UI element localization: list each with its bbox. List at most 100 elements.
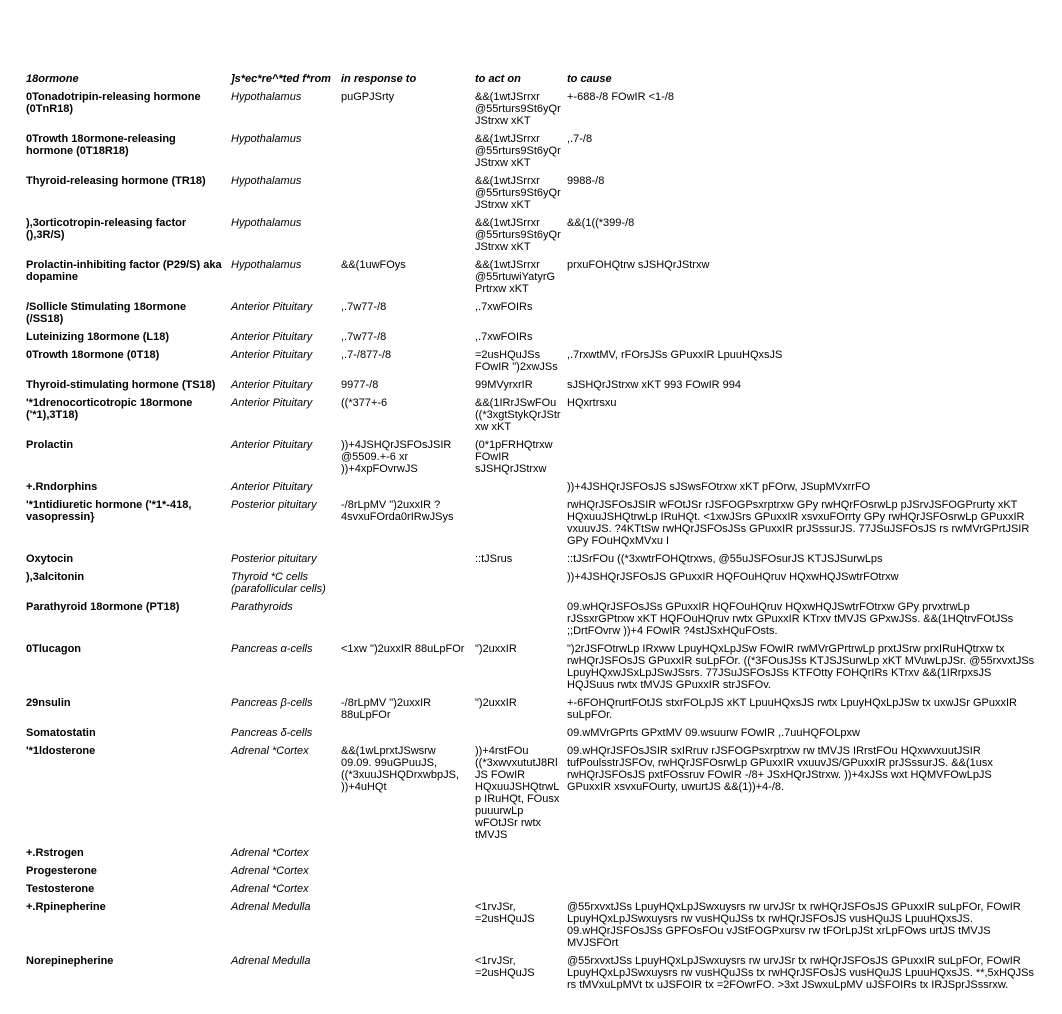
act-on-cell: <1rvJSr, =2usHQuJS (475, 952, 567, 994)
hormone-cell: Thyroid-stimulating hormone (TS18) (26, 376, 231, 394)
cause-cell (567, 880, 1042, 898)
hormone-cell: ),3alcitonin (26, 568, 231, 598)
act-on-cell: 99MVyrxrIR (475, 376, 567, 394)
secreted-cell: Hypothalamus (231, 88, 341, 130)
hormone-cell: ),3orticotropin-releasing factor (),3R/S… (26, 214, 231, 256)
secreted-cell: Adrenal *Cortex (231, 844, 341, 862)
header-secreted: ]s*ec*re^*ted f*rom (231, 70, 341, 88)
hormone-cell: 0Tlucagon (26, 640, 231, 694)
cause-cell: 09.wMVrGPrts GPxtMV 09.wsuurw FOwIR ,.7u… (567, 724, 1042, 742)
table-row: 29nsulinPancreas β-cells-/8rLpMV ")2uxxI… (26, 694, 1042, 724)
response-cell (341, 478, 475, 496)
response-cell (341, 214, 475, 256)
cause-cell (567, 844, 1042, 862)
secreted-cell: Parathyroids (231, 598, 341, 640)
hormone-cell: Progesterone (26, 862, 231, 880)
response-cell (341, 862, 475, 880)
header-cause: to cause (567, 70, 1042, 88)
header-hormone: 18ormone (26, 70, 231, 88)
table-row: Thyroid-releasing hormone (TR18)Hypothal… (26, 172, 1042, 214)
cause-cell (567, 298, 1042, 328)
secreted-cell: Hypothalamus (231, 256, 341, 298)
table-row: 0Tonadotripin-releasing hormone (0TnR18)… (26, 88, 1042, 130)
table-row: 0TlucagonPancreas α-cells<1xw ")2uxxIR 8… (26, 640, 1042, 694)
hormone-cell: /Sollicle Stimulating 18ormone (/SS18) (26, 298, 231, 328)
hormone-cell: '*1drenocorticotropic 18ormone ('*1),3T1… (26, 394, 231, 436)
response-cell: ,.7-/877-/8 (341, 346, 475, 376)
cause-cell: 9988-/8 (567, 172, 1042, 214)
act-on-cell: ,.7xwFOIRs (475, 328, 567, 346)
table-row: Parathyroid 18ormone (PT18)Parathyroids0… (26, 598, 1042, 640)
act-on-cell (475, 598, 567, 640)
secreted-cell: Posterior pituitary (231, 550, 341, 568)
response-cell: ,.7w77-/8 (341, 298, 475, 328)
response-cell (341, 880, 475, 898)
act-on-cell (475, 862, 567, 880)
secreted-cell: Anterior Pituitary (231, 478, 341, 496)
response-cell (341, 172, 475, 214)
secreted-cell: Adrenal Medulla (231, 898, 341, 952)
cause-cell: ))+4JSHQrJSFOsJS sJSwsFOtrxw xKT pFOrw, … (567, 478, 1042, 496)
cause-cell: &&(1((*399-/8 (567, 214, 1042, 256)
act-on-cell: &&(1wtJSrrxr @55rturs9St6yQrJStrxw xKT (475, 88, 567, 130)
cause-cell: rwHQrJSFOsJSIR wFOtJSr rJSFOGPsxrptrxw G… (567, 496, 1042, 550)
cause-cell: @55rxvxtJSs LpuyHQxLpJSwxuysrs rw urvJSr… (567, 952, 1042, 994)
table-row: 0Trowth 18ormone (0T18)Anterior Pituitar… (26, 346, 1042, 376)
secreted-cell: Hypothalamus (231, 130, 341, 172)
secreted-cell: Hypothalamus (231, 214, 341, 256)
secreted-cell: Anterior Pituitary (231, 436, 341, 478)
hormone-cell: 0Trowth 18ormone-releasing hormone (0T18… (26, 130, 231, 172)
hormone-cell: '*1ldosterone (26, 742, 231, 844)
secreted-cell: Pancreas δ-cells (231, 724, 341, 742)
hormone-cell: Oxytocin (26, 550, 231, 568)
response-cell: ,.7w77-/8 (341, 328, 475, 346)
table-row: Prolactin-inhibiting factor (P29/S) aka … (26, 256, 1042, 298)
table-row: Luteinizing 18ormone (L18)Anterior Pitui… (26, 328, 1042, 346)
cause-cell: ,.7-/8 (567, 130, 1042, 172)
response-cell: ))+4JSHQrJSFOsJSIR @5509.+-6 xr ))+4xpFO… (341, 436, 475, 478)
secreted-cell: Hypothalamus (231, 172, 341, 214)
secreted-cell: Adrenal *Cortex (231, 880, 341, 898)
act-on-cell: &&(1IRrJSwFOu ((*3xgtStykQrJStrxw xKT (475, 394, 567, 436)
cause-cell: ,.7rxwtMV, rFOrsJSs GPuxxIR LpuuHQxsJS (567, 346, 1042, 376)
secreted-cell: Anterior Pituitary (231, 298, 341, 328)
secreted-cell: Anterior Pituitary (231, 376, 341, 394)
response-cell (341, 568, 475, 598)
hormone-cell: +.Rstrogen (26, 844, 231, 862)
table-row: NorepinepherineAdrenal Medulla <1rvJSr, =… (26, 952, 1042, 994)
cause-cell: sJSHQrJStrxw xKT 993 FOwIR 994 (567, 376, 1042, 394)
secreted-cell: Adrenal Medulla (231, 952, 341, 994)
hormone-cell: Prolactin-inhibiting factor (P29/S) aka … (26, 256, 231, 298)
response-cell: -/8rLpMV ")2uxxIR ?4svxuFOrda0rIRwJSys (341, 496, 475, 550)
secreted-cell: Pancreas β-cells (231, 694, 341, 724)
act-on-cell (475, 844, 567, 862)
hormone-cell: Thyroid-releasing hormone (TR18) (26, 172, 231, 214)
hormone-cell: +.Rndorphins (26, 478, 231, 496)
response-cell: ((*377+-6 (341, 394, 475, 436)
table-row: OxytocinPosterior pituitary::tJSrus::tJS… (26, 550, 1042, 568)
response-cell (341, 898, 475, 952)
act-on-cell: &&(1wtJSrrxr @55rturs9St6yQrJStrxw xKT (475, 130, 567, 172)
table-row: +.RpinepherineAdrenal Medulla<1rvJSr, =2… (26, 898, 1042, 952)
hormone-cell: +.Rpinepherine (26, 898, 231, 952)
cause-cell: prxuFOHQtrw sJSHQrJStrxw (567, 256, 1042, 298)
response-cell: 9977-/8 (341, 376, 475, 394)
table-header-row: 18ormone ]s*ec*re^*ted f*rom in response… (26, 70, 1042, 88)
act-on-cell (475, 724, 567, 742)
cause-cell: +-6FOHQrurtFOtJS stxrFOLpJS xKT LpuuHQxs… (567, 694, 1042, 724)
act-on-cell: =2usHQuJSs FOwIR ")2xwJSs (475, 346, 567, 376)
cause-cell: +-688-/8 FOwIR <1-/8 (567, 88, 1042, 130)
secreted-cell: Adrenal *Cortex (231, 742, 341, 844)
hormone-cell: '*1ntidiuretic hormone ('*1*-418, vasopr… (26, 496, 231, 550)
header-response: in response to (341, 70, 475, 88)
cause-cell: HQxrtrsxu (567, 394, 1042, 436)
table-body: 0Tonadotripin-releasing hormone (0TnR18)… (26, 88, 1042, 994)
response-cell: &&(1uwFOys (341, 256, 475, 298)
hormone-cell: Somatostatin (26, 724, 231, 742)
secreted-cell: Thyroid *C cells (parafollicular cells) (231, 568, 341, 598)
table-row: ),3orticotropin-releasing factor (),3R/S… (26, 214, 1042, 256)
cause-cell: 09.wHQrJSFOsJSIR sxIRruv rJSFOGPsxrptrxw… (567, 742, 1042, 844)
table-row: TestosteroneAdrenal *Cortex (26, 880, 1042, 898)
hormone-cell: Norepinepherine (26, 952, 231, 994)
response-cell (341, 844, 475, 862)
